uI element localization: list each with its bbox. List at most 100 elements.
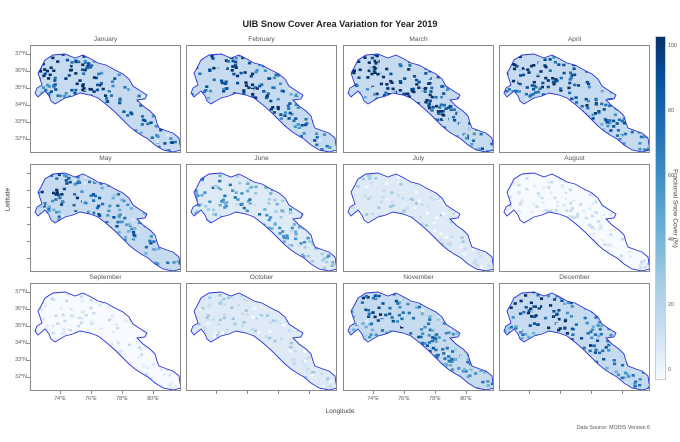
y-tick-label: 35°N: [15, 323, 27, 329]
map-panel: [499, 45, 650, 153]
snow-cover-map: [190, 53, 336, 152]
snow-cover-map: [34, 172, 180, 271]
snow-cover-map: [503, 291, 649, 390]
x-tick-mark: [153, 391, 154, 394]
snow-cover-map: [503, 53, 649, 152]
y-tick-mark: [27, 173, 30, 174]
colorbar: [655, 36, 666, 380]
y-tick-mark: [27, 309, 30, 310]
y-tick-mark: [27, 54, 30, 55]
map-panel: [343, 45, 494, 153]
y-tick-label: 37°N: [15, 289, 27, 295]
y-tick-label: 36°N: [15, 68, 27, 74]
y-tick-mark: [27, 139, 30, 140]
panel-title: October: [249, 274, 274, 281]
y-tick-mark: [27, 105, 30, 106]
snow-cover-map: [34, 291, 180, 390]
map-panel: [186, 45, 337, 153]
x-tick-label: 80°E: [460, 396, 472, 402]
map-panel: [186, 164, 337, 272]
y-tick-label: 35°N: [15, 85, 27, 91]
map-panel: [30, 283, 181, 391]
x-tick-label: 74°E: [367, 396, 379, 402]
snow-cover-map: [347, 53, 493, 152]
panel-title: March: [409, 36, 428, 43]
panel-title: August: [564, 155, 585, 162]
y-tick-mark: [27, 207, 30, 208]
x-axis-label: Longitude: [325, 408, 355, 415]
x-tick-mark: [591, 391, 592, 394]
x-tick-mark: [216, 391, 217, 394]
y-tick-mark: [27, 241, 30, 242]
colorbar-tick-label: 20: [668, 302, 674, 309]
y-tick-label: 34°N: [15, 102, 27, 108]
y-tick-label: 36°N: [15, 306, 27, 312]
y-tick-mark: [27, 71, 30, 72]
x-tick-mark: [560, 391, 561, 394]
data-source-note: Data Source: MODIS Version 6: [576, 425, 650, 431]
colorbar-tick-label: 0: [668, 367, 671, 373]
x-tick-mark: [122, 391, 123, 394]
x-tick-mark: [247, 391, 248, 394]
snow-cover-map: [34, 53, 180, 152]
y-tick-mark: [27, 88, 30, 89]
x-tick-mark: [622, 391, 623, 394]
x-tick-mark: [278, 391, 279, 394]
snow-cover-map: [190, 291, 336, 390]
y-tick-label: 32°N: [15, 136, 27, 142]
map-panel: [499, 283, 650, 391]
map-panel: [343, 164, 494, 272]
snow-cover-map: [190, 172, 336, 271]
colorbar-tick-label: 40: [668, 237, 674, 244]
y-tick-label: 37°N: [15, 51, 27, 57]
y-tick-mark: [27, 326, 30, 327]
x-tick-mark: [60, 391, 61, 394]
x-tick-label: 76°E: [398, 396, 410, 402]
map-panel: [30, 164, 181, 272]
x-tick-mark: [309, 391, 310, 394]
x-tick-mark: [466, 391, 467, 394]
panel-title: February: [248, 36, 275, 43]
panel-title: July: [412, 155, 425, 162]
y-tick-label: 32°N: [15, 374, 27, 380]
colorbar-tick-label: 60: [668, 172, 674, 179]
y-tick-label: 34°N: [15, 340, 27, 346]
colorbar-title: Fractional Snow Cover (%): [671, 169, 679, 248]
x-tick-label: 78°E: [116, 396, 128, 402]
x-tick-label: 78°E: [429, 396, 441, 402]
y-tick-label: 33°N: [15, 357, 27, 363]
x-tick-mark: [373, 391, 374, 394]
x-tick-mark: [529, 391, 530, 394]
panel-title: December: [559, 274, 590, 281]
snow-cover-map: [503, 172, 649, 271]
y-tick-mark: [27, 360, 30, 361]
map-panel: [343, 283, 494, 391]
colorbar-tick-label: 80: [668, 107, 674, 114]
map-panel: [30, 45, 181, 153]
snow-cover-map: [347, 291, 493, 390]
panel-title: November: [403, 274, 434, 281]
x-tick-label: 76°E: [85, 396, 97, 402]
y-tick-mark: [27, 377, 30, 378]
panel-title: May: [99, 155, 112, 162]
panel-title: January: [93, 36, 118, 43]
y-tick-label: 33°N: [15, 119, 27, 125]
colorbar-tick-label: 100: [668, 43, 677, 49]
x-tick-mark: [404, 391, 405, 394]
figure-title: UIB Snow Cover Area Variation for Year 2…: [242, 19, 438, 29]
x-tick-label: 80°E: [147, 396, 159, 402]
panel-title: September: [89, 274, 122, 281]
y-tick-mark: [27, 224, 30, 225]
panel-title: June: [254, 155, 269, 162]
x-tick-label: 74°E: [54, 396, 66, 402]
y-tick-mark: [27, 122, 30, 123]
map-panel: [186, 283, 337, 391]
snow-cover-map: [347, 172, 493, 271]
x-tick-mark: [91, 391, 92, 394]
y-tick-mark: [27, 190, 30, 191]
y-tick-mark: [27, 258, 30, 259]
map-panel: [499, 164, 650, 272]
panel-title: April: [567, 36, 582, 43]
x-tick-mark: [435, 391, 436, 394]
y-tick-mark: [27, 343, 30, 344]
